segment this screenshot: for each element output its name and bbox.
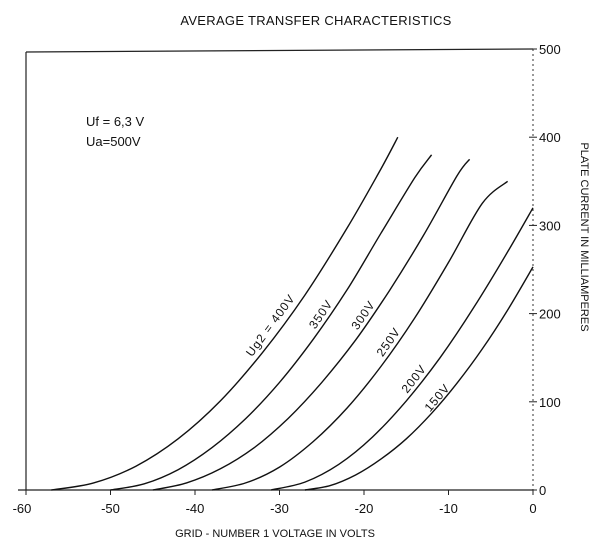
x-tick-label: -20 <box>355 501 374 516</box>
frame-top <box>25 48 534 53</box>
curve-series-0 <box>51 136 399 491</box>
x-tick-label: -60 <box>13 501 32 516</box>
curve-series-4 <box>270 207 534 491</box>
y-tick-label: 100 <box>539 395 561 410</box>
note-plate-voltage: Ua=500V <box>86 134 141 149</box>
y-tick-label: 200 <box>539 307 561 322</box>
x-tick-label: -50 <box>101 501 120 516</box>
x-tick-label: -30 <box>270 501 289 516</box>
y-axis-label: PLATE CURRENT IN MILLIAMPERES <box>578 142 590 331</box>
curve-group <box>51 136 534 491</box>
curve-series-2 <box>152 158 471 491</box>
x-tick-label: -10 <box>439 501 458 516</box>
y-tick-label: 0 <box>539 483 546 498</box>
x-axis-ticks: -60 -50 -40 -30 -20 -10 0 <box>13 490 537 516</box>
note-filament-voltage: Uf = 6,3 V <box>86 114 144 129</box>
curve-series-5 <box>304 266 534 491</box>
curve-series-3 <box>211 180 509 491</box>
y-tick-label: 400 <box>539 130 561 145</box>
curve-label-0: Ug2 = 400V <box>243 292 298 360</box>
x-axis-label: GRID - NUMBER 1 VOLTAGE IN VOLTS <box>175 528 375 540</box>
curve-label-5: 150V <box>422 381 453 415</box>
chart-title: AVERAGE TRANSFER CHARACTERISTICS <box>180 13 451 28</box>
y-tick-label: 300 <box>539 218 561 233</box>
curve-series-1 <box>110 154 433 491</box>
x-tick-label: -40 <box>186 501 205 516</box>
y-tick-label: 500 <box>539 42 561 57</box>
y-axis-ticks: 0 100 200 300 400 500 <box>529 42 561 498</box>
x-tick-label: 0 <box>529 501 536 516</box>
